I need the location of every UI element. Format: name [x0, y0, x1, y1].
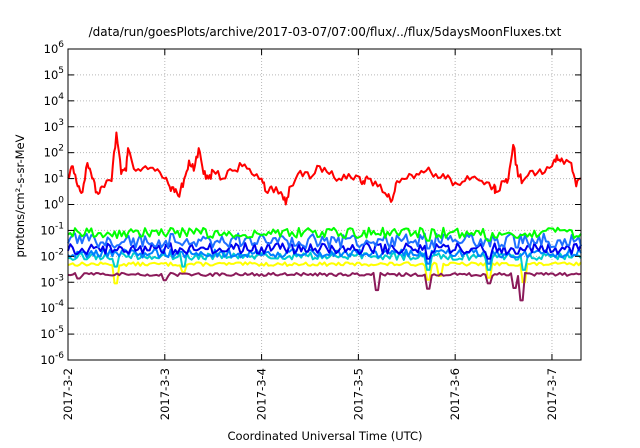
- y-tick-label: 104: [44, 92, 65, 108]
- y-axis-label: protons/cm²-s-sr-MeV: [13, 134, 27, 257]
- x-axis: 2017-3-2 2017-3-3 2017-3-4 2017-3-5 2017-3-6…: [61, 49, 559, 420]
- series-line: [67, 226, 582, 242]
- y-axis: 10-6 10-5 10-4 10-3 10-2 10-1 100 101 102 103 104 1…: [40, 40, 581, 367]
- y-tick-label: 106: [44, 40, 65, 56]
- chart-title: /data/run/goesPlots/archive/2017-03-07/0…: [89, 25, 562, 39]
- x-tick-label: 2017-3-4: [255, 368, 269, 420]
- series-lines: [67, 131, 582, 302]
- y-tick-label: 100: [44, 196, 65, 212]
- y-tick-label: 101: [44, 170, 64, 186]
- y-tick-label: 10-3: [40, 273, 64, 289]
- x-tick-label: 2017-3-7: [545, 368, 559, 420]
- y-tick-label: 10-4: [40, 299, 64, 315]
- series-line: [67, 131, 581, 206]
- y-tick-label: 10-6: [40, 351, 64, 367]
- y-tick-label: 10-5: [40, 325, 64, 341]
- series-line: [67, 248, 582, 265]
- y-tick-label: 105: [44, 66, 64, 82]
- series-line: [67, 232, 582, 250]
- y-tick-label: 103: [44, 118, 64, 134]
- x-tick-label: 2017-3-2: [61, 368, 75, 420]
- x-tick-label: 2017-3-3: [158, 368, 172, 420]
- series-line: [67, 271, 582, 302]
- grid: [68, 49, 581, 360]
- plot-frame: [67, 48, 582, 361]
- y-tick-label: 10-2: [40, 247, 64, 263]
- x-tick-label: 2017-3-5: [351, 368, 365, 420]
- x-axis-label: Coordinated Universal Time (UTC): [228, 429, 423, 443]
- y-tick-label: 102: [44, 144, 64, 160]
- series-line: [67, 261, 582, 285]
- y-tick-label: 10-1: [40, 221, 64, 237]
- x-tick-label: 2017-3-6: [448, 368, 462, 420]
